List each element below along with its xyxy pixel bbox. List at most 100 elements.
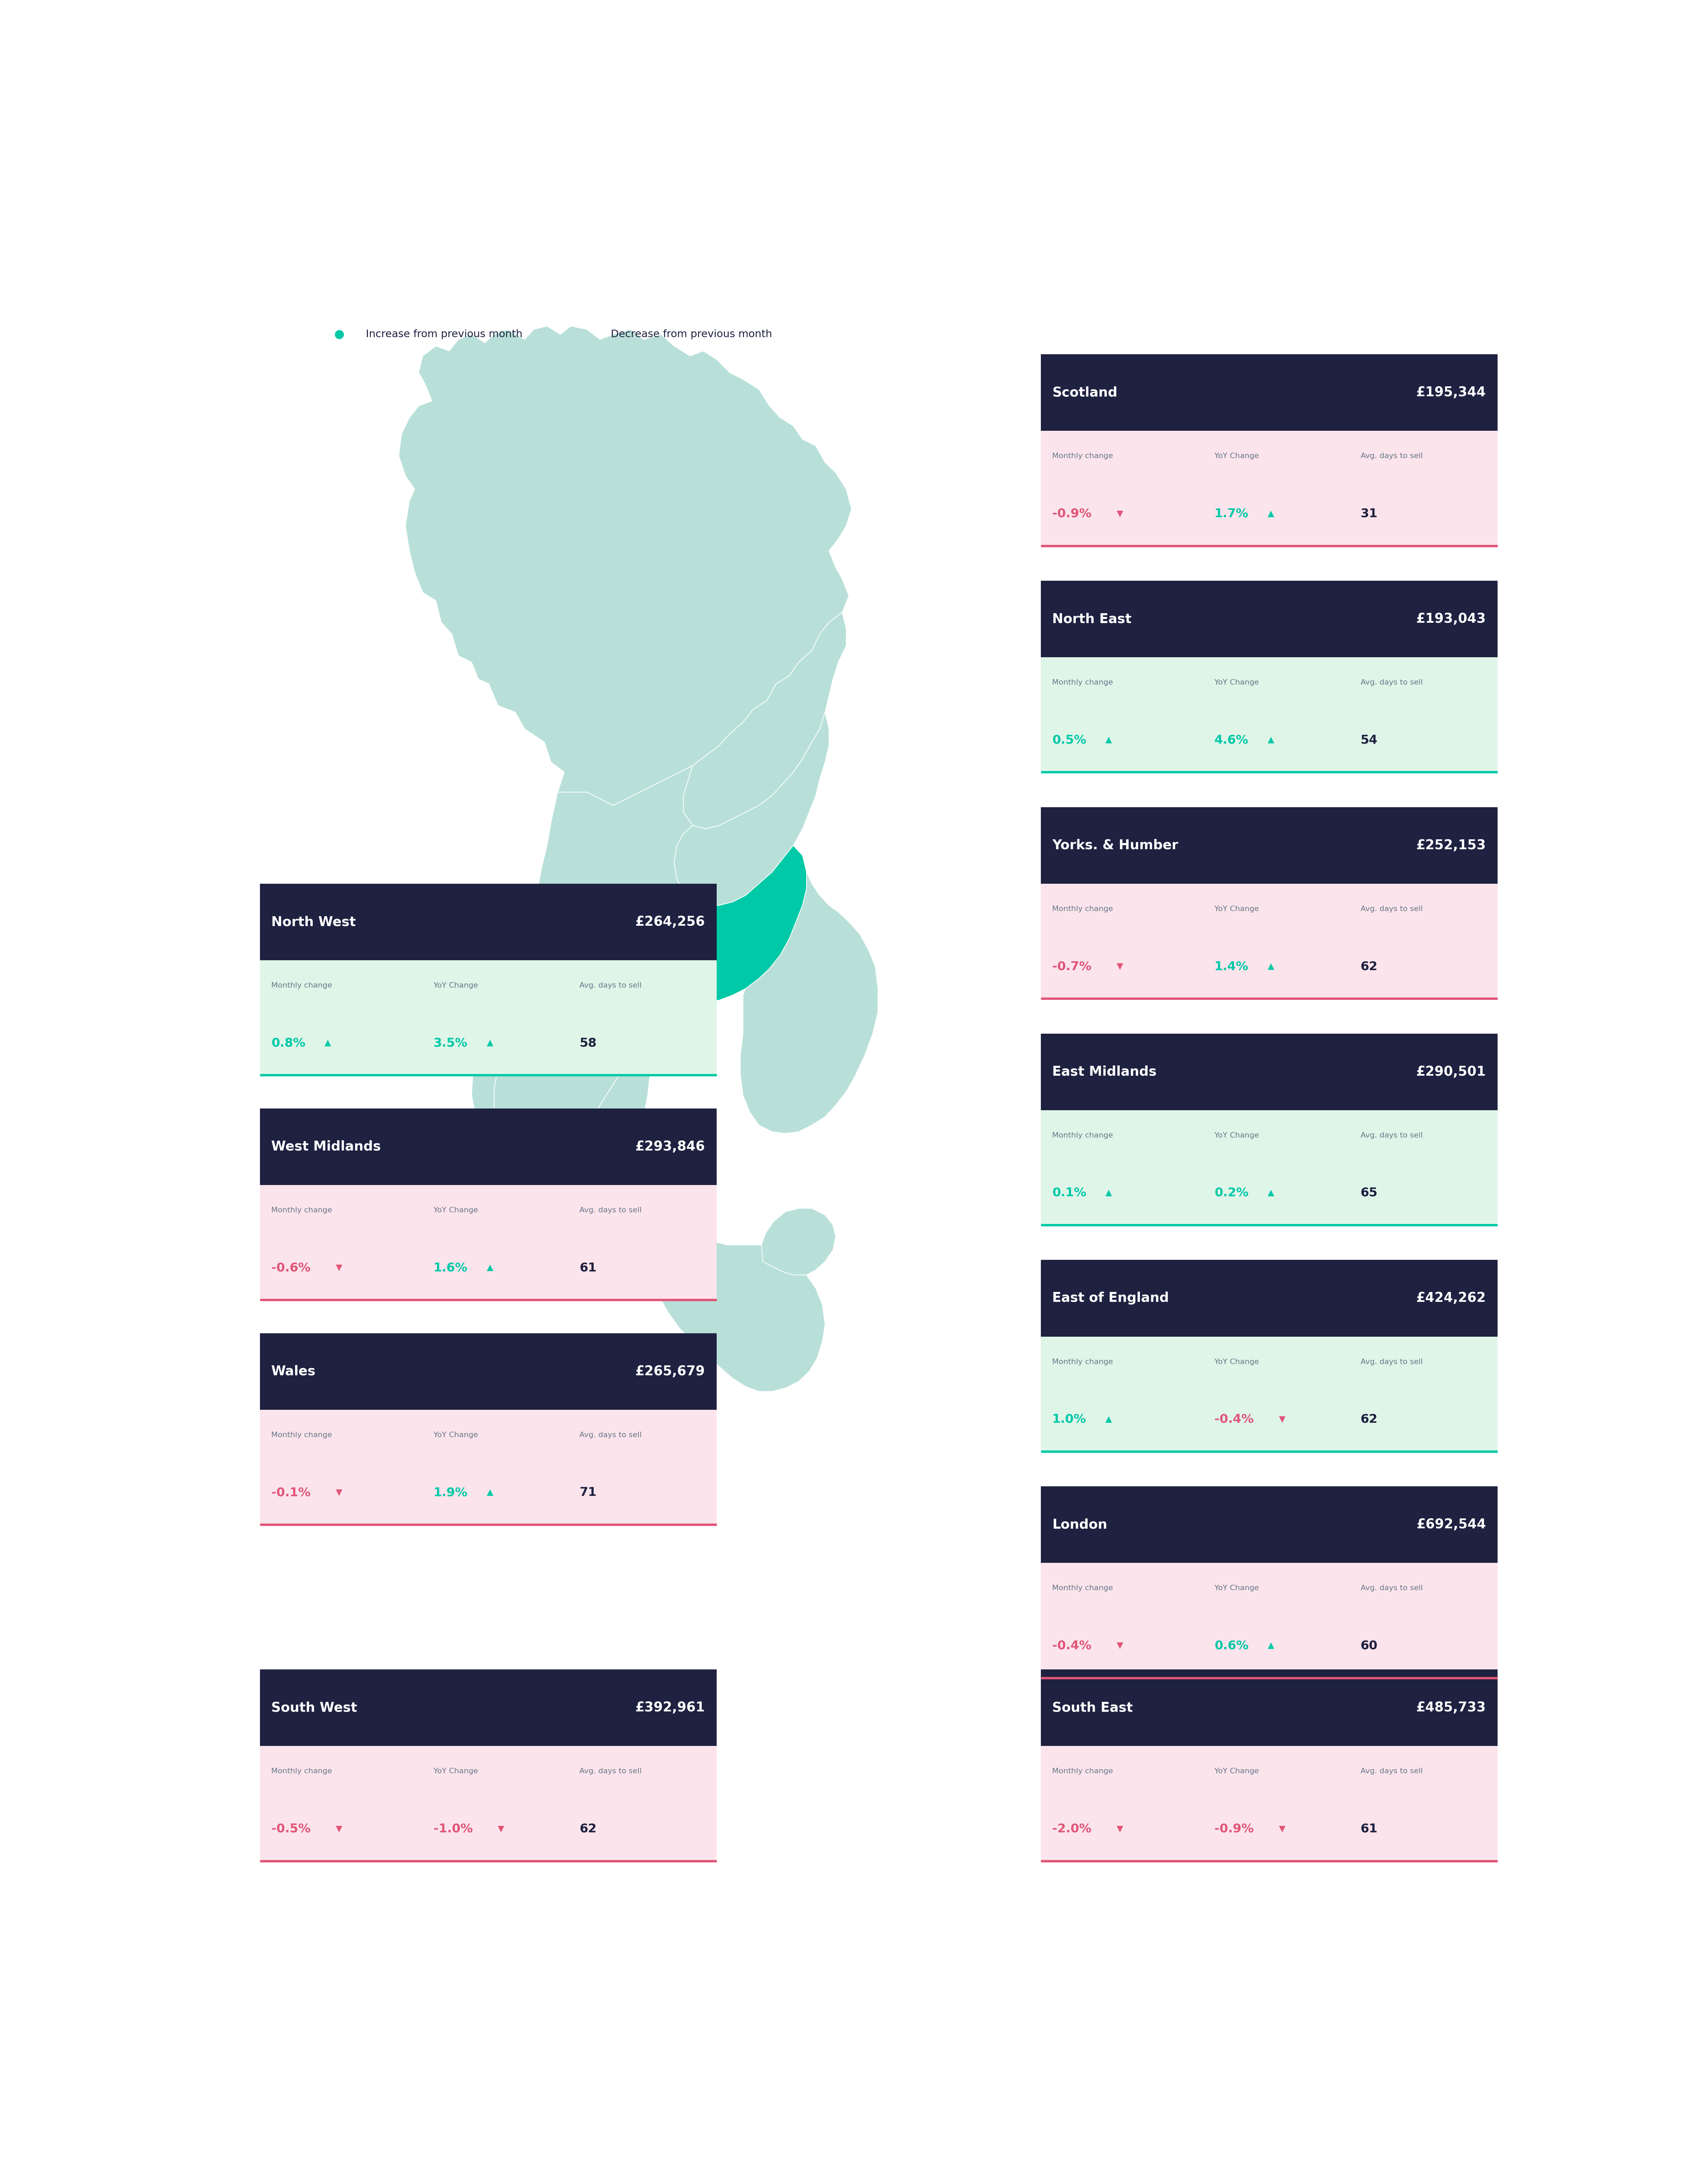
Text: 1.0%: 1.0% xyxy=(1052,1414,1086,1425)
Text: YoY Change: YoY Change xyxy=(1214,906,1259,912)
Text: Avg. days to sell: Avg. days to sell xyxy=(579,982,642,988)
Text: £195,344: £195,344 xyxy=(1416,387,1486,400)
Text: -2.0%: -2.0% xyxy=(1052,1823,1091,1836)
Text: Wales: Wales xyxy=(272,1364,316,1377)
Text: ▲: ▲ xyxy=(1267,1189,1274,1198)
FancyBboxPatch shape xyxy=(260,960,717,1075)
Polygon shape xyxy=(471,988,661,1209)
Text: Monthly change: Monthly change xyxy=(272,1431,331,1438)
Text: ▼: ▼ xyxy=(497,1825,504,1833)
Text: ▲: ▲ xyxy=(1105,735,1112,744)
Text: Avg. days to sell: Avg. days to sell xyxy=(1361,1358,1423,1364)
Polygon shape xyxy=(494,988,651,1161)
Text: YoY Change: YoY Change xyxy=(1214,452,1259,461)
Text: ▲: ▲ xyxy=(1267,510,1274,517)
FancyBboxPatch shape xyxy=(260,1109,717,1185)
FancyBboxPatch shape xyxy=(1040,430,1498,545)
FancyBboxPatch shape xyxy=(260,1185,717,1299)
Text: Decrease from previous month: Decrease from previous month xyxy=(611,329,772,339)
Text: 1.7%: 1.7% xyxy=(1214,508,1249,519)
Text: Avg. days to sell: Avg. days to sell xyxy=(1361,1769,1423,1775)
Text: ▼: ▼ xyxy=(1117,1641,1124,1650)
Text: ▲: ▲ xyxy=(487,1487,494,1496)
Text: Monthly change: Monthly change xyxy=(272,982,331,988)
Text: -1.0%: -1.0% xyxy=(434,1823,473,1836)
Text: 0.5%: 0.5% xyxy=(1052,735,1086,746)
Text: YoY Change: YoY Change xyxy=(1214,1585,1259,1591)
Text: -0.4%: -0.4% xyxy=(1052,1639,1091,1652)
Text: Avg. days to sell: Avg. days to sell xyxy=(1361,452,1423,461)
FancyBboxPatch shape xyxy=(1040,657,1498,772)
Text: 54: 54 xyxy=(1361,735,1378,746)
Text: YoY Change: YoY Change xyxy=(434,982,478,988)
FancyBboxPatch shape xyxy=(260,1747,717,1861)
Text: -0.9%: -0.9% xyxy=(1052,508,1091,519)
FancyBboxPatch shape xyxy=(1040,1033,1498,1109)
FancyBboxPatch shape xyxy=(1040,1563,1498,1678)
Text: Monthly change: Monthly change xyxy=(1052,1133,1114,1139)
Text: £290,501: £290,501 xyxy=(1416,1066,1486,1079)
Text: ▲: ▲ xyxy=(1105,1189,1112,1198)
Text: Avg. days to sell: Avg. days to sell xyxy=(579,1431,642,1438)
Text: 61: 61 xyxy=(1361,1823,1378,1836)
Text: YoY Change: YoY Change xyxy=(434,1769,478,1775)
Text: ▲: ▲ xyxy=(1105,1416,1112,1423)
Text: ▲: ▲ xyxy=(325,1040,331,1046)
Text: £692,544: £692,544 xyxy=(1416,1518,1486,1531)
Text: North East: North East xyxy=(1052,612,1132,625)
Text: ▲: ▲ xyxy=(487,1040,494,1046)
Polygon shape xyxy=(740,871,878,1133)
Text: -0.1%: -0.1% xyxy=(272,1487,311,1498)
Text: South East: South East xyxy=(1052,1701,1132,1714)
FancyBboxPatch shape xyxy=(1040,355,1498,430)
FancyBboxPatch shape xyxy=(1040,1260,1498,1336)
FancyBboxPatch shape xyxy=(1040,1485,1498,1563)
Text: 0.6%: 0.6% xyxy=(1214,1639,1249,1652)
Text: East of England: East of England xyxy=(1052,1291,1168,1304)
Text: Avg. days to sell: Avg. days to sell xyxy=(1361,906,1423,912)
Text: 62: 62 xyxy=(1361,1414,1378,1425)
Polygon shape xyxy=(762,1209,835,1276)
Text: Increase from previous month: Increase from previous month xyxy=(366,329,523,339)
FancyBboxPatch shape xyxy=(260,884,717,960)
FancyBboxPatch shape xyxy=(1040,884,1498,999)
Text: -0.4%: -0.4% xyxy=(1214,1414,1254,1425)
Text: £424,262: £424,262 xyxy=(1416,1291,1486,1304)
Text: Monthly change: Monthly change xyxy=(1052,1358,1114,1364)
Text: 71: 71 xyxy=(579,1487,596,1498)
Text: £392,961: £392,961 xyxy=(635,1701,705,1714)
Polygon shape xyxy=(675,711,828,906)
Text: YoY Change: YoY Change xyxy=(1214,1769,1259,1775)
FancyBboxPatch shape xyxy=(260,1334,717,1410)
Text: -0.5%: -0.5% xyxy=(272,1823,311,1836)
Text: Avg. days to sell: Avg. days to sell xyxy=(579,1206,642,1213)
FancyBboxPatch shape xyxy=(1040,806,1498,884)
Text: £193,043: £193,043 xyxy=(1416,612,1486,625)
Text: London: London xyxy=(1052,1518,1107,1531)
Text: North West: North West xyxy=(272,915,355,927)
Text: 1.6%: 1.6% xyxy=(434,1263,468,1273)
Text: Avg. days to sell: Avg. days to sell xyxy=(1361,679,1423,685)
Text: £252,153: £252,153 xyxy=(1416,839,1486,852)
Text: £265,679: £265,679 xyxy=(635,1364,705,1377)
Text: YoY Change: YoY Change xyxy=(1214,679,1259,685)
Text: -0.9%: -0.9% xyxy=(1214,1823,1254,1836)
Text: Monthly change: Monthly change xyxy=(272,1206,331,1213)
FancyBboxPatch shape xyxy=(260,1669,717,1747)
Text: Monthly change: Monthly change xyxy=(1052,1585,1114,1591)
Text: 1.9%: 1.9% xyxy=(434,1487,468,1498)
Text: 0.2%: 0.2% xyxy=(1214,1187,1249,1198)
Text: ▼: ▼ xyxy=(1279,1416,1286,1423)
Text: YoY Change: YoY Change xyxy=(1214,1358,1259,1364)
Polygon shape xyxy=(683,612,845,828)
Text: ▲: ▲ xyxy=(1267,735,1274,744)
Text: 31: 31 xyxy=(1361,508,1378,519)
Polygon shape xyxy=(652,1209,835,1392)
Text: -0.6%: -0.6% xyxy=(272,1263,311,1273)
Text: Monthly change: Monthly change xyxy=(1052,1769,1114,1775)
Text: East Midlands: East Midlands xyxy=(1052,1066,1156,1079)
FancyBboxPatch shape xyxy=(1040,1336,1498,1451)
Text: Monthly change: Monthly change xyxy=(1052,679,1114,685)
Text: South West: South West xyxy=(272,1701,357,1714)
Text: Monthly change: Monthly change xyxy=(272,1769,331,1775)
